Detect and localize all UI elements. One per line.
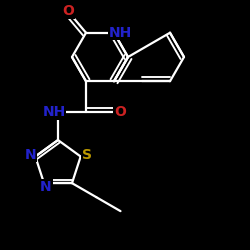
Text: NH: NH: [108, 26, 132, 40]
Text: S: S: [82, 148, 92, 162]
Text: O: O: [114, 105, 126, 119]
Text: O: O: [62, 4, 74, 18]
Text: N: N: [40, 180, 52, 194]
Text: N: N: [24, 148, 36, 162]
Text: NH: NH: [42, 105, 66, 119]
